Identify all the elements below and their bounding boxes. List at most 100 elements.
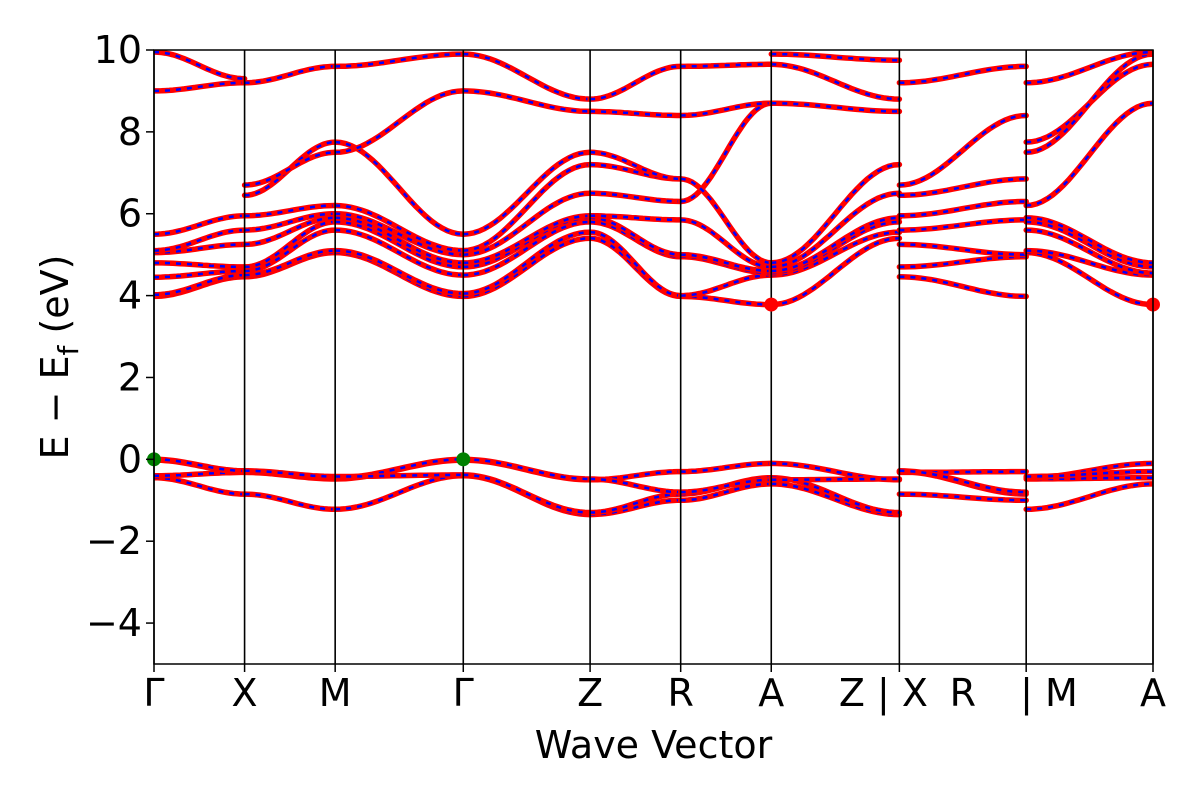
band-line-dashed [680,295,772,306]
band-line-dashed [463,151,591,236]
plot-frame [153,49,1154,665]
y-tick-label: 0 [118,437,142,481]
band-line [896,274,1029,300]
band-line [768,51,903,63]
y-axis-title-unit: (eV) [33,255,77,346]
band-line-dashed [154,273,245,297]
x-tick-label: A [758,671,784,715]
x-tick-label: R [667,671,693,715]
band-line-dashed [154,471,245,477]
band-line-dashed [335,474,464,511]
band-line [896,491,1029,504]
band-line-dashed [244,469,336,478]
band-line-dashed [335,212,464,256]
y-tick-label: 2 [118,355,142,399]
band-line [896,217,1029,233]
markers-layer [147,297,1160,467]
band-line-dashed [680,462,772,473]
band-line [332,472,467,480]
band-line [896,176,1029,199]
x-tick-label: R [950,671,976,715]
band-line-dashed [244,228,336,273]
band-line-dashed [463,220,591,277]
band-line-dashed [154,261,245,269]
band-line-dashed [1026,228,1153,275]
band-line-dashed [680,218,772,269]
band-line [896,63,1029,86]
y-axis-title: E − Ef (eV) [33,255,85,460]
band-line-dashed [899,114,1027,187]
band-line-dashed [244,220,336,269]
band-line-dashed [590,214,681,222]
band-line [768,100,903,115]
band-line [460,456,593,482]
y-tick-label: −2 [86,519,142,563]
x-tick-label: X [232,671,258,715]
band-line [768,476,903,483]
y-axis-ticks: −4 −2 0 2 4 6 8 10 [86,28,154,645]
band-line-dashed [680,253,772,273]
band-line [896,253,1029,270]
x-tick-label: Γ [453,671,474,715]
band-line-dashed [244,492,336,511]
band-line-dashed [680,101,772,203]
band-line-dashed [463,230,591,295]
band-line-dashed [771,230,900,277]
band-line-dashed [590,230,681,297]
band-line-dashed [154,214,245,236]
x-tick-label: A [1140,671,1166,715]
band-line-dashed [335,216,464,265]
band-line-dashed [771,237,900,306]
band-line-dashed [680,63,772,68]
band-line-dashed [463,214,591,265]
x-axis-ticks: Γ X M Γ Z R A Z | X R | M A [143,664,1166,716]
band-line-dashed [244,249,336,277]
band-line [896,198,1029,219]
band-line-dashed [154,228,245,252]
x-axis-title: Wave Vector [535,723,773,767]
band-line-dashed [590,110,681,117]
y-axis-title-main: E − E [33,355,77,459]
band-line-dashed [244,140,336,197]
band-line-dashed [590,65,681,101]
band-line-dashed [590,477,681,494]
band-line [1023,100,1153,209]
band-line-dashed [154,50,245,80]
band-line-dashed [1026,52,1153,154]
band-line-dashed [463,237,591,298]
band-line-dashed [244,212,336,232]
band-line [332,88,467,156]
band-line-dashed [154,243,245,254]
band-line-dashed [680,101,772,117]
band-line-dashed [590,151,681,181]
band-line-dashed [463,163,591,252]
band-line-dashed [1026,101,1153,207]
band-line-dashed [335,249,464,295]
band-line-dashed [335,220,464,269]
band-line-dashed [335,89,464,154]
y-tick-label: 6 [118,192,142,236]
band-line-dashed [1026,251,1153,306]
band-line-dashed [463,473,591,514]
band-line-dashed [590,220,681,258]
band-line [896,112,1029,188]
cbm-marker [764,297,779,312]
y-tick-label: 4 [118,274,142,318]
band-line-dashed [154,476,245,496]
band-line [896,241,1029,258]
band-line [1023,481,1153,513]
x-tick-label: Z | X [839,671,928,716]
band-line-dashed [590,216,681,256]
band-line-dashed [680,177,772,265]
band-line-dashed [771,163,900,265]
band-line-dashed [244,65,336,84]
x-tick-label: | M [1020,671,1078,716]
band-line-dashed [771,192,900,269]
band-line-dashed [590,192,681,203]
band-line-dashed [335,204,464,252]
band-line [332,51,467,70]
kpoint-lines [153,50,1154,664]
vbm-marker [456,452,471,467]
band-line-dashed [154,81,245,93]
